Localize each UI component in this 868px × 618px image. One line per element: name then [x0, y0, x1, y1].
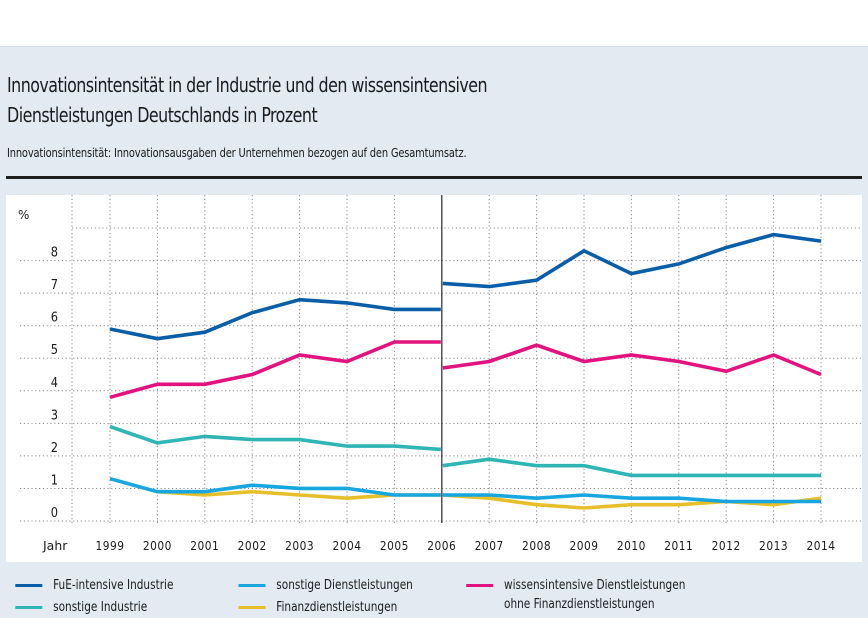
series-line-segment [442, 343, 822, 377]
legend-label-line-2: ohne Finanzdienstleistungen [504, 597, 655, 612]
series-line-segment [442, 232, 822, 289]
legend-label: Finanzdienstleistungen [276, 600, 398, 615]
grid [20, 195, 862, 523]
y-axis-unit-label: % [18, 208, 29, 222]
x-tick-label: 2013 [759, 538, 788, 553]
x-tick-label: 2011 [664, 538, 693, 553]
y-tick-label: 8 [51, 245, 58, 260]
legend-swatch-sonstige-industrie [15, 606, 43, 609]
chart-title: Innovationsintensität in der Industrie u… [7, 70, 488, 130]
series-line-segment [442, 493, 822, 510]
axes: 0 1 2 3 4 5 6 7 8% Jahr 1999 2000 2001 2002 2003 2004 20… [18, 208, 835, 553]
x-tick-label: 2002 [238, 538, 267, 553]
series-line-segment [109, 424, 441, 452]
x-tick-label: 1999 [95, 538, 124, 553]
legend-swatch-wissensintensive [466, 584, 494, 587]
top-bar [0, 0, 868, 47]
y-tick-label: 5 [51, 343, 58, 358]
series-lines [109, 232, 822, 510]
x-tick-label: 2004 [332, 538, 361, 553]
x-tick-label: 2001 [190, 538, 219, 553]
series-line-segment [442, 457, 821, 478]
x-axis-label: Jahr [42, 538, 68, 553]
series-sonstige-industrie [109, 424, 821, 478]
x-tick-label: 2012 [712, 538, 741, 553]
chart-subtitle: Innovationsintensität: Innovationsausgab… [7, 145, 467, 160]
title-divider [6, 176, 862, 179]
x-tick-label: 2008 [522, 538, 551, 553]
series-fue-intensive-industrie [109, 232, 822, 341]
series-line-segment [109, 340, 441, 400]
x-tick-label: 2006 [427, 538, 456, 553]
x-tick-label: 2009 [569, 538, 598, 553]
y-tick-label: 7 [51, 277, 58, 292]
series-wissensintensive-dienstleistungen-ohne-finanzdienstleistungen [109, 340, 822, 400]
series-line-segment [109, 297, 441, 341]
series-line-segment [442, 493, 821, 504]
legend-label: wissensintensive Dienstleistungen ohne F… [504, 576, 685, 614]
legend-swatch-sonstige-dienstleistungen [238, 584, 266, 587]
y-tick-label: 1 [51, 473, 58, 488]
x-tick-label: 2005 [380, 538, 409, 553]
legend-label: sonstige Dienstleistungen [276, 578, 413, 593]
legend-label-line-1: wissensintensive Dienstleistungen [504, 578, 686, 593]
legend-swatch-fue [15, 584, 43, 587]
y-tick-label: 3 [51, 408, 58, 423]
chart-title-line-2: Dienstleistungen Deutschlands in Prozent [7, 103, 318, 127]
x-tick-label: 2014 [806, 538, 835, 553]
x-tick-label: 2010 [617, 538, 646, 553]
series-sonstige-dienstleistungen [109, 476, 821, 504]
x-tick-label: 2007 [475, 538, 504, 553]
x-tick-label: 2000 [143, 538, 172, 553]
legend-swatch-finanzdienstleistungen [238, 606, 266, 609]
y-tick-label: 4 [51, 375, 58, 390]
y-tick-label: 0 [51, 505, 58, 520]
series-line-segment [109, 476, 441, 497]
x-tick-label: 2003 [285, 538, 314, 553]
legend-label: sonstige Industrie [53, 600, 148, 615]
y-tick-label: 2 [51, 440, 58, 455]
y-tick-label: 6 [51, 310, 58, 325]
chart-title-line-1: Innovationsintensität in der Industrie u… [7, 73, 488, 97]
legend-label: FuE-intensive Industrie [53, 578, 174, 593]
